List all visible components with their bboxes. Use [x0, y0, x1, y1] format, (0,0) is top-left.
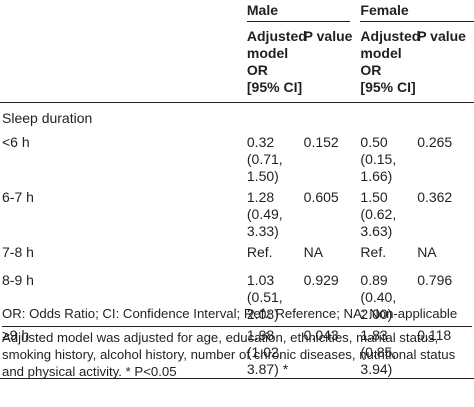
abbreviations-footnote: OR: Odds Ratio; CI: Confidence Interval;… — [2, 305, 472, 327]
male-or-cell: 1.03 (0.51, 2.08) — [246, 272, 283, 322]
results-table: Male Female Adjusted model OR [95% CI] P… — [0, 0, 474, 379]
female-or-cell: 1.83 (0.85, 3.94) — [360, 323, 418, 379]
female-or-cell: Ref. — [360, 244, 387, 260]
table-row: 8-9 h 1.03 (0.51, 2.08) 0.929 0.89 (0.40… — [0, 268, 474, 323]
row-label: 7-8 h — [2, 244, 34, 260]
adjustment-footnote: Adjusted model was adjusted for age, edu… — [2, 330, 456, 379]
female-or-cell: 0.50 (0.15, 1.66) — [360, 134, 397, 184]
female-p-cell: 0.796 — [417, 272, 453, 288]
table-row: ≥9 h 1.98 (1.02, 3.87) * 0.043 1.83 (0.8… — [0, 323, 474, 379]
table-row: 6-7 h 1.28 (0.49, 3.33) 0.605 1.50 (0.62… — [0, 185, 474, 240]
table-row: <6 h 0.32 (0.71, 1.50) 0.152 0.50 (0.15,… — [0, 130, 474, 185]
section-row: Sleep duration — [0, 103, 474, 131]
group-header-row: Male Female — [0, 0, 474, 24]
male-or-cell: 1.28 (0.49, 3.33) — [246, 189, 283, 239]
header-male-model: Adjusted model OR [95% CI] — [246, 24, 307, 103]
group-label-female: Female — [360, 2, 474, 22]
group-label-male: Male — [246, 2, 351, 22]
female-p-cell: 0.265 — [417, 134, 453, 150]
row-label: 8-9 h — [2, 272, 34, 288]
male-p-cell: NA — [303, 244, 324, 260]
section-label: Sleep duration — [2, 110, 93, 126]
male-or-cell: 1.98 (1.02, 3.87) * — [246, 323, 304, 379]
female-p-cell: 0.118 — [417, 323, 474, 379]
male-p-cell: 0.152 — [303, 134, 339, 150]
header-female-p: P value — [417, 24, 474, 103]
row-label: ≥9 h — [0, 323, 247, 379]
female-p-cell: 0.362 — [417, 189, 453, 205]
header-female-model: Adjusted model OR [95% CI] — [360, 24, 420, 103]
empty-header-cell — [0, 24, 247, 103]
group-header-male: Male — [246, 0, 361, 24]
male-or-cell: Ref. — [246, 244, 273, 260]
empty-corner-cell — [0, 0, 247, 24]
female-p-cell: NA — [417, 244, 437, 260]
male-p-cell: 0.043 — [303, 323, 361, 379]
column-header-row: Adjusted model OR [95% CI] P value Adjus… — [0, 24, 474, 103]
row-label: 6-7 h — [2, 189, 34, 205]
table-row: 7-8 h Ref. NA Ref. NA — [0, 240, 474, 268]
male-p-cell: 0.929 — [303, 272, 339, 288]
female-or-cell: 1.50 (0.62, 3.63) — [360, 189, 397, 239]
group-header-female: Female — [360, 0, 474, 24]
female-or-cell: 0.89 (0.40, 2.00) — [360, 272, 397, 322]
header-male-p: P value — [303, 24, 361, 103]
male-or-cell: 0.32 (0.71, 1.50) — [246, 134, 283, 184]
row-label: <6 h — [2, 134, 30, 150]
male-p-cell: 0.605 — [303, 189, 339, 205]
